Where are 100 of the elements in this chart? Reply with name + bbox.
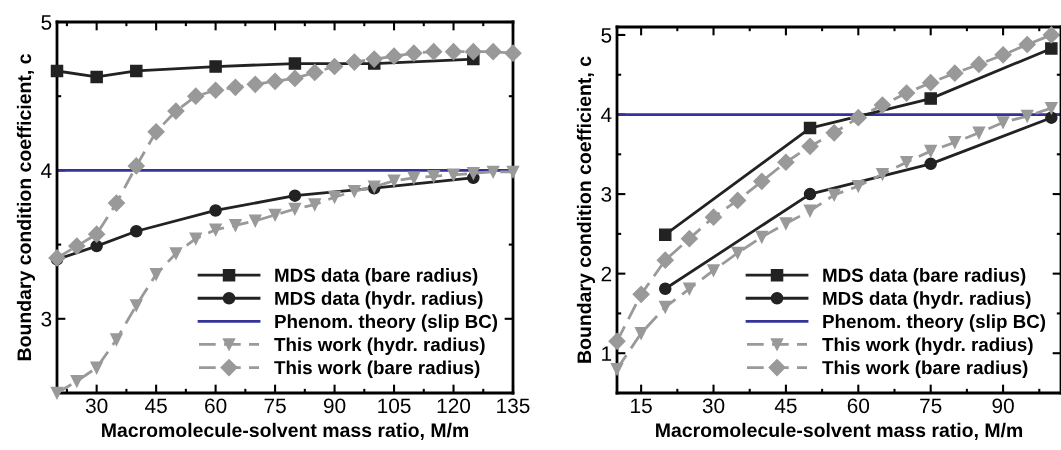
y-tick-label: 4: [41, 163, 52, 178]
point: [506, 165, 520, 179]
point: [149, 268, 163, 281]
legend-label: This work (hydr. radius): [822, 337, 1033, 355]
point: [970, 55, 988, 73]
legend-label: This work (bare radius): [822, 360, 1028, 378]
y-tick-label: 2: [601, 266, 612, 282]
point: [922, 74, 940, 92]
point: [680, 230, 698, 248]
y-tick-label: 1: [602, 346, 612, 361]
legend-label: MDS data (hydr. radius): [275, 291, 483, 309]
x-tick-label: 30: [702, 398, 725, 414]
point: [288, 57, 302, 70]
point: [924, 92, 937, 105]
point: [207, 81, 225, 99]
point: [127, 157, 145, 175]
point: [288, 202, 302, 216]
point: [731, 246, 744, 260]
point: [994, 46, 1012, 64]
point: [801, 137, 819, 155]
point: [167, 102, 185, 120]
point: [70, 374, 84, 388]
point: [632, 285, 650, 303]
point: [130, 64, 143, 78]
point: [130, 299, 143, 312]
x-tick-label: 15: [631, 398, 652, 414]
x-tick-label: 75: [920, 398, 942, 414]
legend-label: MDS data (bare radius): [823, 268, 1026, 286]
x-tick-label: 105: [378, 398, 411, 414]
point: [249, 214, 262, 228]
point: [187, 87, 205, 105]
point: [827, 188, 841, 202]
legend-label: MDS data (hydr. radius): [823, 291, 1031, 309]
y-tick-label: 3: [601, 187, 612, 202]
point: [266, 72, 284, 90]
point: [226, 78, 244, 96]
point: [268, 208, 282, 222]
x-tick-label: 60: [847, 398, 870, 414]
point: [387, 174, 401, 188]
legend-label: MDS data (bare radius): [275, 268, 478, 286]
point: [209, 204, 222, 217]
x-tick-label: 45: [774, 398, 797, 414]
point: [467, 167, 480, 180]
point: [288, 189, 302, 202]
legend-label: This work (hydr. radius): [274, 337, 485, 355]
legend-label: Phenom. theory (slip BC): [823, 314, 1046, 332]
point: [1045, 101, 1058, 115]
point: [1045, 42, 1058, 55]
point: [464, 43, 482, 61]
point: [777, 153, 795, 171]
point: [1020, 109, 1034, 123]
x-tick-label: 75: [264, 398, 286, 414]
point: [803, 187, 817, 201]
x-tick-label: 120: [437, 398, 471, 414]
point: [948, 136, 962, 149]
point: [147, 123, 165, 141]
point: [427, 170, 440, 183]
point: [345, 53, 363, 71]
y-axis-title: Boundary condition coefficient, c: [16, 54, 35, 361]
point: [504, 44, 522, 62]
point: [90, 239, 103, 253]
point: [1045, 111, 1058, 124]
point: [779, 217, 793, 230]
y-tick-label: 3: [41, 311, 52, 327]
point: [753, 172, 771, 190]
point: [484, 43, 502, 61]
point: [246, 75, 264, 93]
point: [444, 43, 463, 61]
point: [308, 198, 321, 211]
y-tick-label: 5: [601, 28, 612, 43]
y-axis-title: Boundary condition coefficient, c: [576, 56, 595, 363]
point: [110, 333, 123, 346]
point: [656, 251, 674, 269]
point: [425, 43, 443, 61]
point: [107, 194, 126, 212]
point: [50, 386, 64, 400]
point: [286, 69, 304, 87]
point: [1042, 26, 1060, 44]
y-tick-label: 4: [601, 107, 612, 123]
point: [306, 63, 324, 82]
point: [348, 184, 361, 198]
point: [405, 44, 423, 62]
point: [385, 47, 403, 65]
point: [898, 84, 916, 102]
point: [209, 223, 222, 237]
point: [50, 64, 64, 78]
point: [924, 157, 937, 171]
point: [189, 232, 203, 245]
point: [683, 282, 696, 296]
point: [900, 156, 913, 169]
point: [229, 219, 242, 232]
x-tick-label: 60: [205, 398, 227, 414]
point: [326, 57, 344, 76]
point: [130, 224, 143, 238]
point: [924, 144, 937, 158]
point: [849, 109, 867, 127]
point: [659, 228, 672, 241]
point: [852, 179, 865, 193]
x-tick-label: 90: [992, 398, 1014, 414]
x-axis-title: Macromolecule-solvent mass ratio, M/m: [102, 422, 469, 440]
